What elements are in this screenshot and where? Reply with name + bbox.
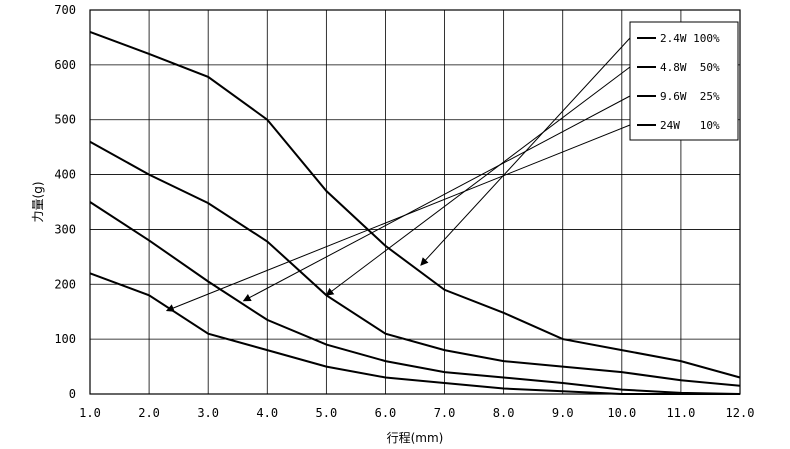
legend-entry: 24W 10% (660, 119, 720, 132)
series-line-4 (89, 272, 740, 395)
x-tick-label: 9.0 (552, 406, 574, 420)
x-tick-label: 12.0 (726, 406, 755, 420)
legend: 2.4W 100% 4.8W 50% 9.6W 25% 24W 10% (629, 21, 739, 141)
series-line-3 (89, 201, 741, 395)
y-tick-label: 200 (54, 277, 76, 291)
x-tick-label: 11.0 (666, 406, 695, 420)
annotation-arrow (325, 66, 631, 296)
x-tick-label: 2.0 (138, 406, 160, 420)
series-line-1 (89, 30, 741, 379)
y-tick-label: 400 (54, 168, 76, 182)
legend-entry: 9.6W 25% (660, 90, 720, 103)
y-tick-label: 300 (54, 222, 76, 236)
x-tick-label: 10.0 (607, 406, 636, 420)
y-tick-label: 600 (54, 58, 76, 72)
annotation-arrow (165, 124, 631, 312)
legend-entry: 4.8W 50% (660, 61, 720, 74)
x-tick-label: 1.0 (79, 406, 101, 420)
x-tick-label: 8.0 (493, 406, 515, 420)
legend-entry: 2.4W 100% (660, 32, 720, 45)
x-tick-label: 4.0 (256, 406, 278, 420)
series-line-2 (89, 140, 741, 387)
x-tick-label: 5.0 (316, 406, 338, 420)
y-tick-labels: 0 100 200 300 400 500 600 700 (54, 3, 76, 401)
y-tick-label: 500 (54, 113, 76, 127)
y-tick-label: 700 (54, 3, 76, 17)
y-tick-label: 0 (69, 387, 76, 401)
series-lines (89, 30, 741, 395)
y-tick-label: 100 (54, 332, 76, 346)
legend-box (629, 21, 739, 141)
x-tick-label: 6.0 (375, 406, 397, 420)
x-tick-label: 3.0 (197, 406, 219, 420)
annotation-arrows (165, 37, 631, 312)
x-tick-labels: 1.0 2.0 3.0 4.0 5.0 6.0 7.0 8.0 9.0 10.0 11.0 12.0 (79, 406, 754, 420)
x-tick-label: 7.0 (434, 406, 456, 420)
annotation-arrow (242, 95, 631, 302)
x-axis-label: 行程(mm) (387, 430, 444, 445)
y-axis-label: 力量(g) (31, 182, 45, 223)
